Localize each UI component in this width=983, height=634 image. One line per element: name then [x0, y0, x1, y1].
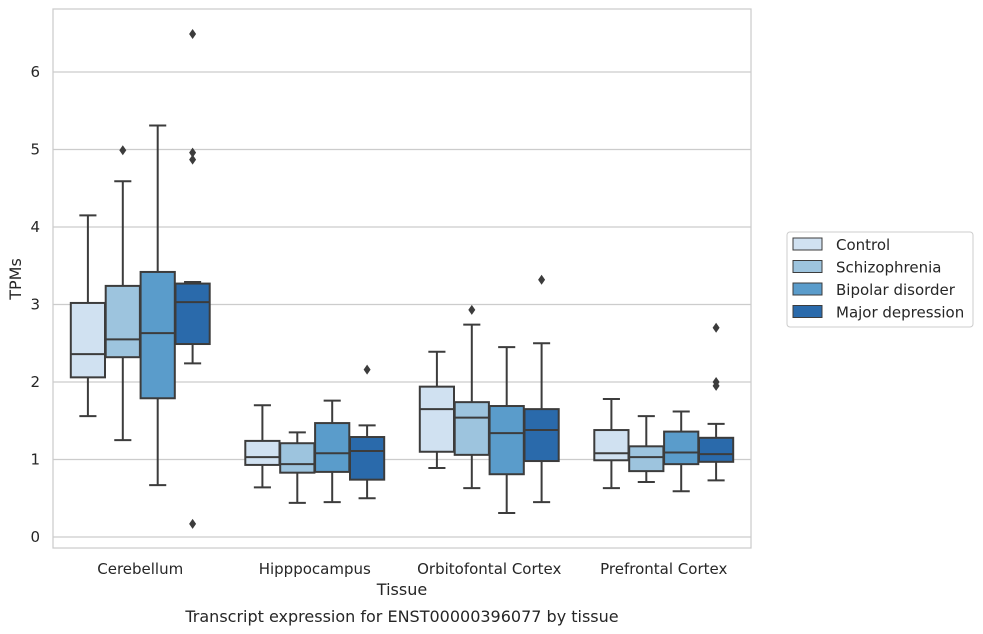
box-iqr: [593, 429, 630, 462]
box-plot: [663, 410, 700, 493]
y-axis-ticks: 0 1 2 3 4 5 6: [30, 63, 40, 546]
box-iqr: [348, 436, 386, 481]
box-plot: [244, 404, 281, 489]
series-group: [104, 145, 665, 504]
box-plot: [628, 415, 665, 483]
y-tick-label: 5: [30, 141, 40, 159]
box-iqr: [663, 430, 700, 466]
y-tick-label: 6: [30, 63, 40, 81]
plot-frame: [52, 8, 752, 549]
box-plot: [139, 124, 176, 487]
outlier-point: [189, 29, 197, 40]
legend-frame: [786, 231, 974, 328]
y-tick-label: 0: [30, 528, 40, 546]
box-iqr: [139, 270, 176, 400]
box-iqr: [628, 445, 665, 473]
x-tick-label: Cerebellum: [97, 560, 183, 578]
box-series: [69, 29, 735, 529]
box-plot: [593, 398, 630, 490]
legend-label: Schizophrenia: [836, 259, 941, 277]
outlier-point: [468, 304, 476, 315]
box-plot: [279, 431, 316, 504]
outlier-point: [712, 380, 720, 391]
legend-swatch: [792, 260, 823, 273]
y-tick-label: 4: [30, 218, 40, 236]
box-iqr: [314, 422, 351, 473]
outlier-point: [712, 322, 720, 333]
legend-label: Bipolar disorder: [836, 281, 956, 299]
box-iqr: [488, 405, 525, 476]
legend-swatch: [792, 237, 823, 251]
x-axis-title: Tissue: [376, 580, 427, 599]
box-plot: [69, 214, 107, 418]
box-plot: [174, 29, 211, 529]
box-plot: [418, 350, 456, 470]
box-iqr: [697, 436, 735, 463]
legend-label: Control: [836, 236, 890, 254]
y-tick-label: 1: [30, 451, 40, 469]
legend: Control Schizophrenia Bipolar disorder Majo…: [786, 231, 974, 328]
box-plot: [697, 322, 735, 482]
box-plot: [348, 364, 386, 500]
y-tick-label: 2: [30, 373, 40, 391]
series-group: [174, 29, 735, 529]
outlier-point: [189, 154, 197, 165]
series-group: [139, 124, 700, 514]
box-iqr: [244, 439, 281, 466]
box-plot: [104, 145, 141, 442]
legend-swatch: [792, 282, 823, 296]
legend-swatch: [792, 305, 823, 318]
outlier-point: [538, 274, 546, 285]
box-plot: [314, 399, 351, 504]
box-iqr: [453, 401, 490, 456]
box-iqr: [104, 284, 141, 359]
y-tick-label: 3: [30, 296, 40, 314]
series-group: [69, 214, 630, 490]
x-tick-label: Prefrontal Cortex: [600, 560, 727, 578]
box-plot: [453, 304, 490, 490]
box-iqr: [174, 282, 211, 346]
y-axis-title: TPMs: [6, 258, 25, 301]
outlier-point: [363, 364, 371, 375]
outlier-point: [189, 518, 197, 529]
x-tick-label: Hipppocampus: [259, 560, 371, 578]
box-iqr: [69, 301, 107, 379]
box-iqr: [523, 408, 560, 463]
chart-caption: Transcript expression for ENST0000039607…: [184, 607, 618, 626]
x-axis-ticks: Cerebellum Hipppocampus Orbitofontal Corte…: [97, 560, 727, 578]
box-plot: [523, 274, 560, 504]
outlier-point: [119, 145, 127, 156]
outlier-point: [189, 147, 197, 158]
legend-label: Major depression: [836, 304, 964, 322]
x-tick-label: Orbitofontal Cortex: [417, 560, 561, 578]
box-plot: [488, 346, 525, 514]
box-iqr: [418, 385, 456, 453]
box-iqr: [279, 442, 316, 474]
